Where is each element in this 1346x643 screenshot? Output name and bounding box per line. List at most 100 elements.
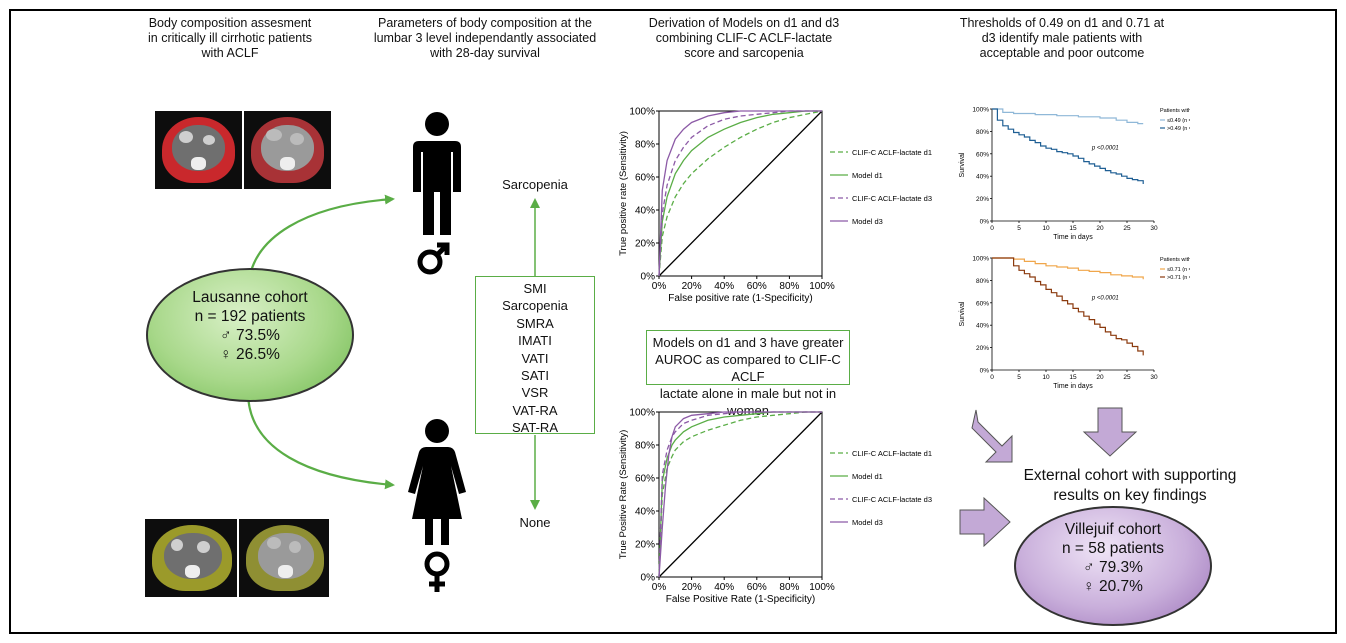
cohort-size: n = 192 patients: [194, 308, 306, 325]
reference-diagonal: [658, 411, 823, 578]
x-tick-label: 20%: [682, 281, 702, 292]
p-value-annotation: p <0.0001: [1091, 295, 1119, 301]
legend-title: Patients with Model d3: [1160, 257, 1190, 263]
message-line: AUROC as compared to CLIF-C ACLF: [655, 352, 841, 384]
heading-line: d3 identify male patients with: [981, 31, 1143, 45]
y-tick-label: 60%: [635, 173, 655, 184]
x-tick-label: 0%: [652, 281, 667, 292]
parameter-item: SMI: [523, 281, 547, 296]
cohort-size: n = 58 patients: [1061, 540, 1165, 557]
figure-frame: [9, 9, 1337, 634]
heading-line: combining CLIF-C ACLF-lactate: [655, 31, 833, 45]
x-tick-label: 40%: [714, 281, 734, 292]
roc-chart-d1-male: 0%20%40%60%80%100%0% 20% 40% 60% 80% 100%Fals…: [618, 107, 932, 305]
roc-chart-d3-female: 0%20%40%60%80%100%0% 20% 40% 60% 80% 100%Fals…: [618, 408, 932, 606]
y-tick-label: 80%: [635, 140, 655, 151]
km-chart-model-d1: 0% 20% 40% 60% 80% 100% 0 5 10 15 20 25 30 Time in da…: [959, 107, 1190, 242]
cohort-name: Lausanne cohort: [192, 289, 308, 306]
legend-label: >0.49 (n = 74): [1167, 126, 1190, 132]
cohort-female-percent: ♀ 26.5%: [220, 346, 280, 363]
message-line: lactate alone in male but not in women: [659, 386, 837, 418]
y-tick-label: 40%: [976, 174, 989, 181]
x-tick-label: 15: [1069, 374, 1077, 381]
x-tick-label: 25: [1123, 225, 1131, 232]
male-symbol-icon: [417, 242, 450, 275]
x-tick-label: 20: [1096, 374, 1104, 381]
heading-line: score and sarcopenia: [684, 46, 804, 60]
x-tick-label: 10: [1042, 374, 1050, 381]
none-label: None: [519, 515, 551, 530]
cohort-name: Villejuif cohort: [1064, 521, 1162, 538]
roc-curve: [658, 110, 822, 277]
legend-label: ≤0.71 (n = 97): [1167, 267, 1190, 273]
ct-scan-image: [244, 111, 331, 189]
roc-curve: [658, 110, 822, 277]
ct-scan-image: [239, 519, 329, 597]
y-tick-label: 80%: [976, 129, 989, 136]
heading-line: lumbar 3 level independantly associated: [373, 31, 597, 45]
external-line: results on key findings: [1053, 487, 1207, 504]
heading-body-composition: Body composition assesment in critically…: [135, 16, 325, 61]
heading-thresholds: Thresholds of 0.49 on d1 and 0.71 at d3 …: [948, 16, 1176, 61]
parameter-item: SAT-RA: [512, 420, 558, 436]
y-tick-label: 20%: [635, 239, 655, 250]
auroc-message-box: Models on d1 and 3 have greater AUROC as…: [646, 330, 850, 418]
y-axis-label: True Positive Rate (Sensitivity): [618, 430, 629, 560]
x-tick-label: 20: [1096, 225, 1104, 232]
legend-label: Model d3: [852, 518, 883, 527]
y-tick-label: 40%: [635, 507, 655, 518]
y-tick-label: 40%: [635, 206, 655, 217]
y-tick-label: 80%: [635, 441, 655, 452]
x-tick-label: 5: [1017, 374, 1021, 381]
legend-label: CLIF-C ACLF-lactate d1: [852, 148, 932, 157]
parameter-item: Sarcopenia: [502, 298, 568, 314]
y-tick-label: 100%: [972, 107, 989, 114]
sarcopenia-label: Sarcopenia: [502, 177, 568, 192]
x-tick-label: 80%: [779, 281, 799, 292]
heading-line: Derivation of Models on d1 and d3: [648, 16, 840, 30]
y-tick-label: 60%: [976, 151, 989, 158]
x-tick-label: 15: [1069, 225, 1077, 232]
x-tick-label: 30: [1150, 225, 1158, 232]
x-tick-label: 60%: [747, 582, 767, 593]
y-tick-label: 40%: [976, 323, 989, 330]
female-symbol-icon: [424, 551, 450, 592]
legend-label: CLIF-C ACLF-lactate d3: [852, 495, 932, 504]
km-chart-model-d3: 0% 20% 40% 60% 80% 100% 0 5 10 15 20 25 30 Time in da…: [959, 256, 1190, 391]
x-tick-label: 10: [1042, 225, 1050, 232]
x-tick-label: 20%: [682, 582, 702, 593]
heading-line: Thresholds of 0.49 on d1 and 0.71 at: [959, 16, 1165, 30]
parameter-list-box: SMI Sarcopenia SMRA IMATI VATI SATI VSR VAT-RA S…: [475, 276, 595, 436]
purple-arrow-icon: [1082, 407, 1138, 457]
y-tick-label: 20%: [635, 540, 655, 551]
ct-scans-female: [145, 516, 330, 600]
x-axis-label: False positive rate (1-Specificity): [668, 293, 813, 304]
parameter-item: SMRA: [516, 315, 554, 331]
parameter-item: VATI: [521, 350, 549, 366]
roc-curve: [658, 411, 822, 578]
y-tick-label: 80%: [976, 278, 989, 285]
ct-scan-image: [145, 519, 237, 597]
male-figure-icon: [413, 112, 461, 235]
survival-curve: [992, 257, 1144, 356]
cohort-male-percent: ♂ 79.3%: [1083, 559, 1143, 576]
ct-scans-male: [155, 111, 331, 189]
external-line: External cohort with supporting: [1023, 467, 1237, 484]
y-tick-label: 20%: [976, 196, 989, 203]
x-tick-label: 100%: [809, 582, 835, 593]
lausanne-cohort-ellipse: Lausanne cohort n = 192 patients ♂ 73.5%…: [146, 268, 354, 402]
heading-line: with ACLF: [201, 46, 259, 60]
heading-line: in critically ill cirrhotic patients: [148, 31, 312, 45]
cohort-female-percent: ♀ 20.7%: [1083, 578, 1143, 595]
x-axis-label: Time in days: [1053, 234, 1093, 241]
legend-label: CLIF-C ACLF-lactate d1: [852, 449, 932, 458]
x-tick-label: 25: [1123, 374, 1131, 381]
x-tick-label: 0%: [652, 582, 667, 593]
x-tick-label: 5: [1017, 225, 1021, 232]
x-tick-label: 60%: [747, 281, 767, 292]
purple-arrow-icon: [959, 496, 1011, 548]
parameter-item: SATI: [521, 368, 549, 384]
heading-line: Parameters of body composition at the: [377, 16, 592, 30]
y-tick-label: 20%: [976, 345, 989, 352]
parameter-item: IMATI: [518, 333, 552, 349]
